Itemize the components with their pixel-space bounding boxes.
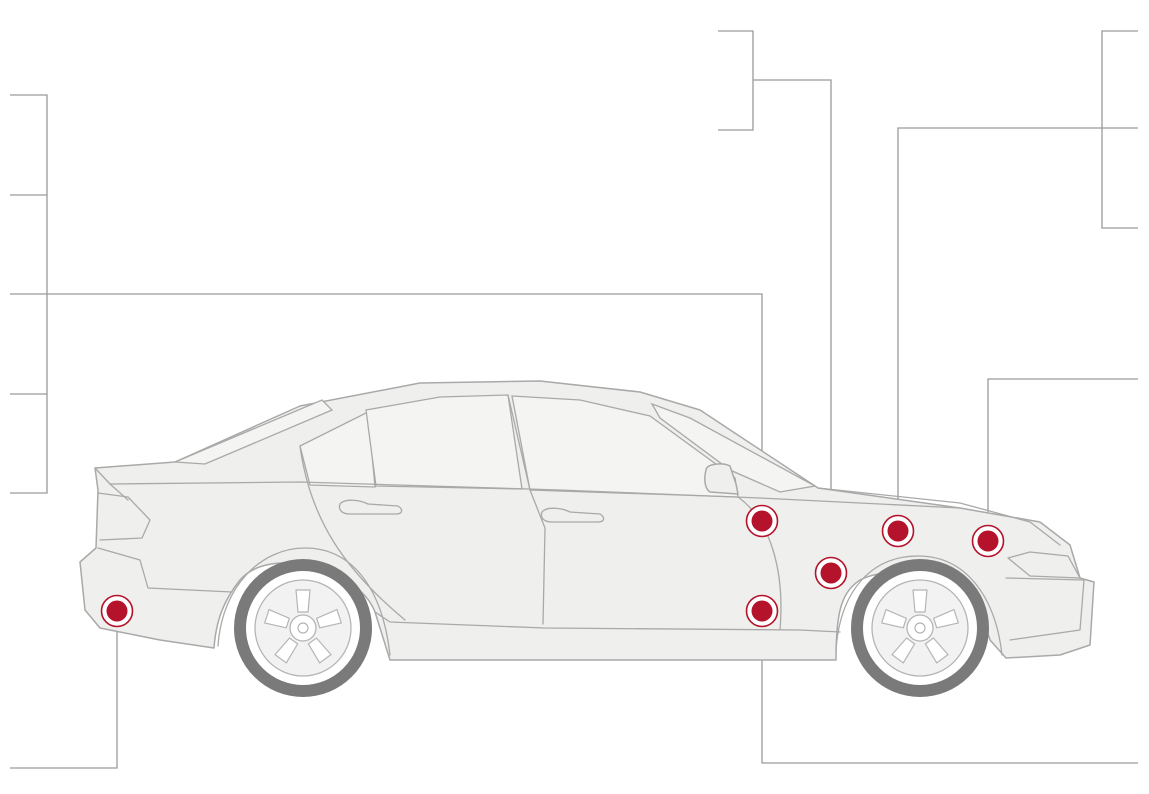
front-bumper-line [1005, 577, 1085, 641]
trunk-line [94, 467, 129, 501]
rocker-line [374, 611, 841, 633]
door-upper-marker[interactable] [745, 504, 779, 538]
hood-front-marker[interactable] [971, 524, 1005, 558]
head-light [1007, 551, 1081, 579]
rear-door-seam [299, 445, 406, 621]
marker-dot [977, 530, 999, 552]
top-right-bracket [897, 30, 1138, 515]
leader-door-upper [47, 293, 763, 507]
leader-lines [10, 30, 1138, 769]
front-door-handle [540, 507, 605, 523]
windshield [650, 402, 817, 493]
front-wheel-arch-marker[interactable] [814, 556, 848, 590]
rear-door-handle [338, 499, 403, 515]
marker-dot [820, 562, 842, 584]
center-pillar-seam [507, 394, 546, 625]
marker-dot [887, 520, 909, 542]
marker-dot [751, 510, 773, 532]
rear-lower-line [97, 547, 233, 593]
top-center-bracket [718, 30, 832, 558]
hood-line [817, 487, 1061, 546]
rear-bumper-marker[interactable] [100, 594, 134, 628]
front-door-seam [737, 496, 782, 631]
side-mirror [704, 463, 739, 495]
rear-wheel [234, 559, 372, 697]
beltline [109, 481, 961, 509]
rear-door-window [365, 394, 523, 490]
leader-rear-bumper [10, 626, 118, 769]
tail-light [97, 492, 151, 541]
rear-window [299, 410, 376, 488]
hotspot-markers [100, 504, 1005, 628]
rear-glass [174, 399, 334, 465]
front-fender-marker[interactable] [881, 514, 915, 548]
front-wheel-arch [835, 555, 1003, 656]
leader-hood [987, 378, 1138, 526]
marker-dot [106, 600, 128, 622]
left-bracket [10, 94, 48, 494]
car-illustration [79, 380, 1095, 697]
front-wheel [851, 559, 989, 697]
door-lower-marker[interactable] [745, 594, 779, 628]
marker-dot [751, 600, 773, 622]
rear-wheel-arch [217, 547, 391, 656]
leader-door-lower [761, 626, 1138, 764]
